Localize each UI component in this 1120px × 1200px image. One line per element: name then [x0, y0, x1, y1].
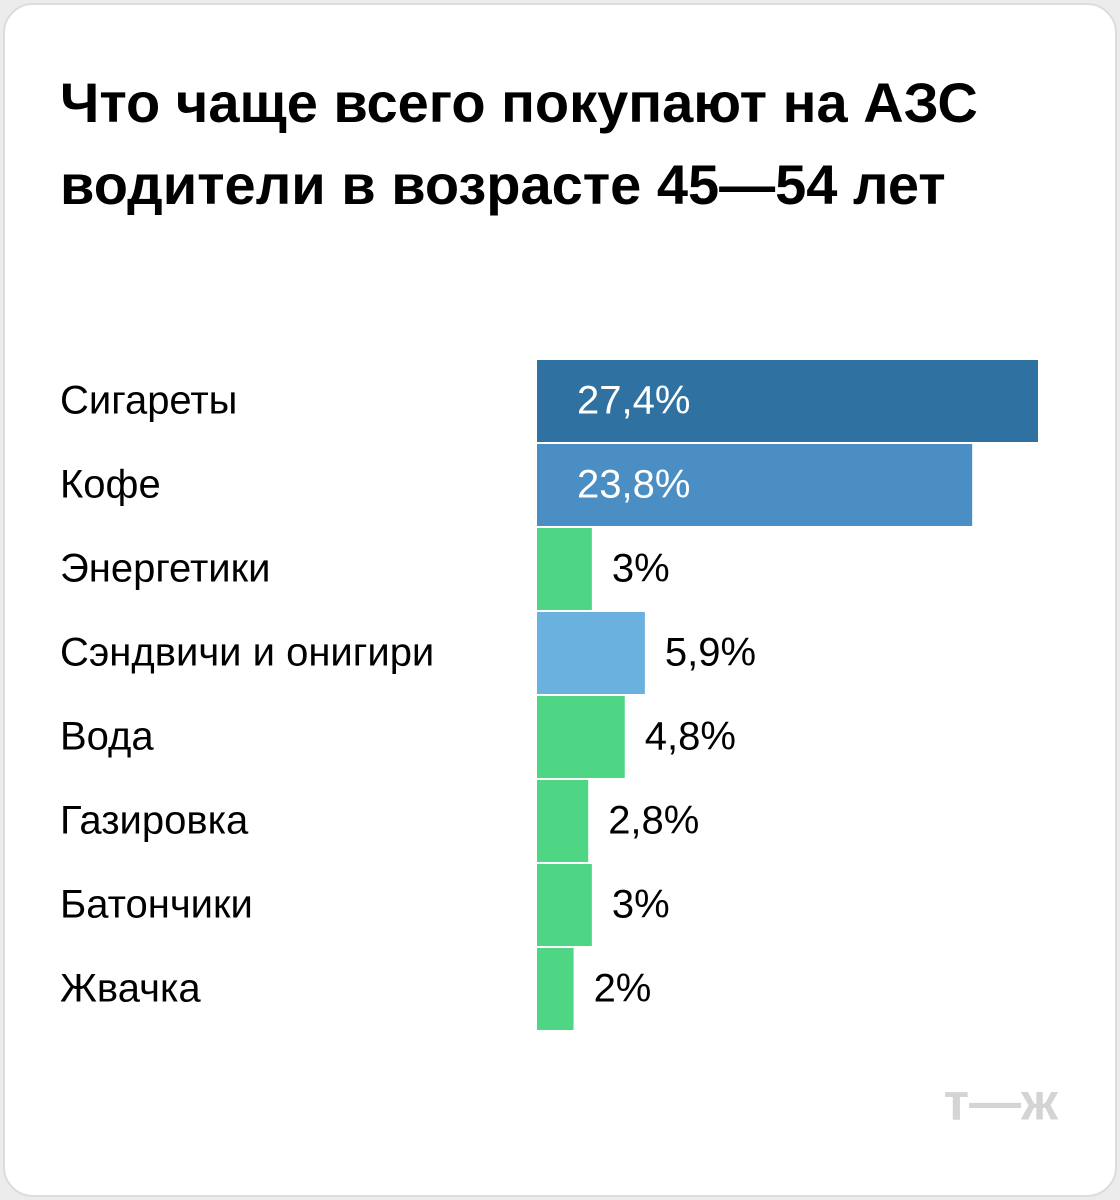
category-label: Энергетики — [60, 547, 270, 591]
value-label: 5,9% — [665, 631, 756, 675]
category-label: Жвачка — [60, 967, 201, 1011]
logo: т—ж — [944, 1074, 1059, 1132]
bar — [537, 444, 973, 526]
bar — [537, 696, 625, 778]
category-label: Батончики — [60, 883, 253, 927]
bar — [537, 864, 592, 946]
category-label: Газировка — [60, 799, 249, 843]
value-label: 2% — [594, 967, 652, 1011]
value-label: 27,4% — [577, 379, 690, 423]
bar — [537, 360, 1038, 442]
category-label: Вода — [60, 715, 154, 759]
bar — [537, 612, 645, 694]
bar — [537, 528, 592, 610]
value-label: 23,8% — [577, 463, 690, 507]
value-label: 3% — [612, 883, 670, 927]
value-label: 4,8% — [645, 715, 736, 759]
category-label: Сигареты — [60, 379, 237, 423]
bar — [537, 948, 574, 1030]
value-label: 2,8% — [608, 799, 699, 843]
bar — [537, 780, 589, 862]
value-label: 3% — [612, 547, 670, 591]
category-label: Кофе — [60, 463, 161, 507]
category-label: Сэндвичи и онигири — [60, 631, 434, 675]
chart-title: Что чаще всего покупают на АЗС водители … — [60, 71, 978, 216]
